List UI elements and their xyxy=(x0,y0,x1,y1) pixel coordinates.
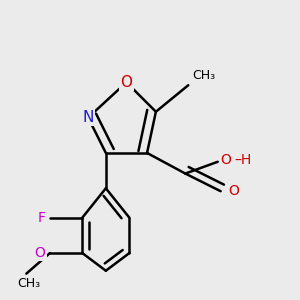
Text: F: F xyxy=(38,211,46,225)
Text: N: N xyxy=(82,110,94,125)
Text: CH₃: CH₃ xyxy=(18,277,41,290)
Text: O: O xyxy=(34,246,46,260)
Text: O: O xyxy=(120,75,132,90)
Text: CH₃: CH₃ xyxy=(193,69,216,82)
Text: O: O xyxy=(221,153,232,167)
Text: –H: –H xyxy=(234,153,251,167)
Text: O: O xyxy=(228,184,239,198)
